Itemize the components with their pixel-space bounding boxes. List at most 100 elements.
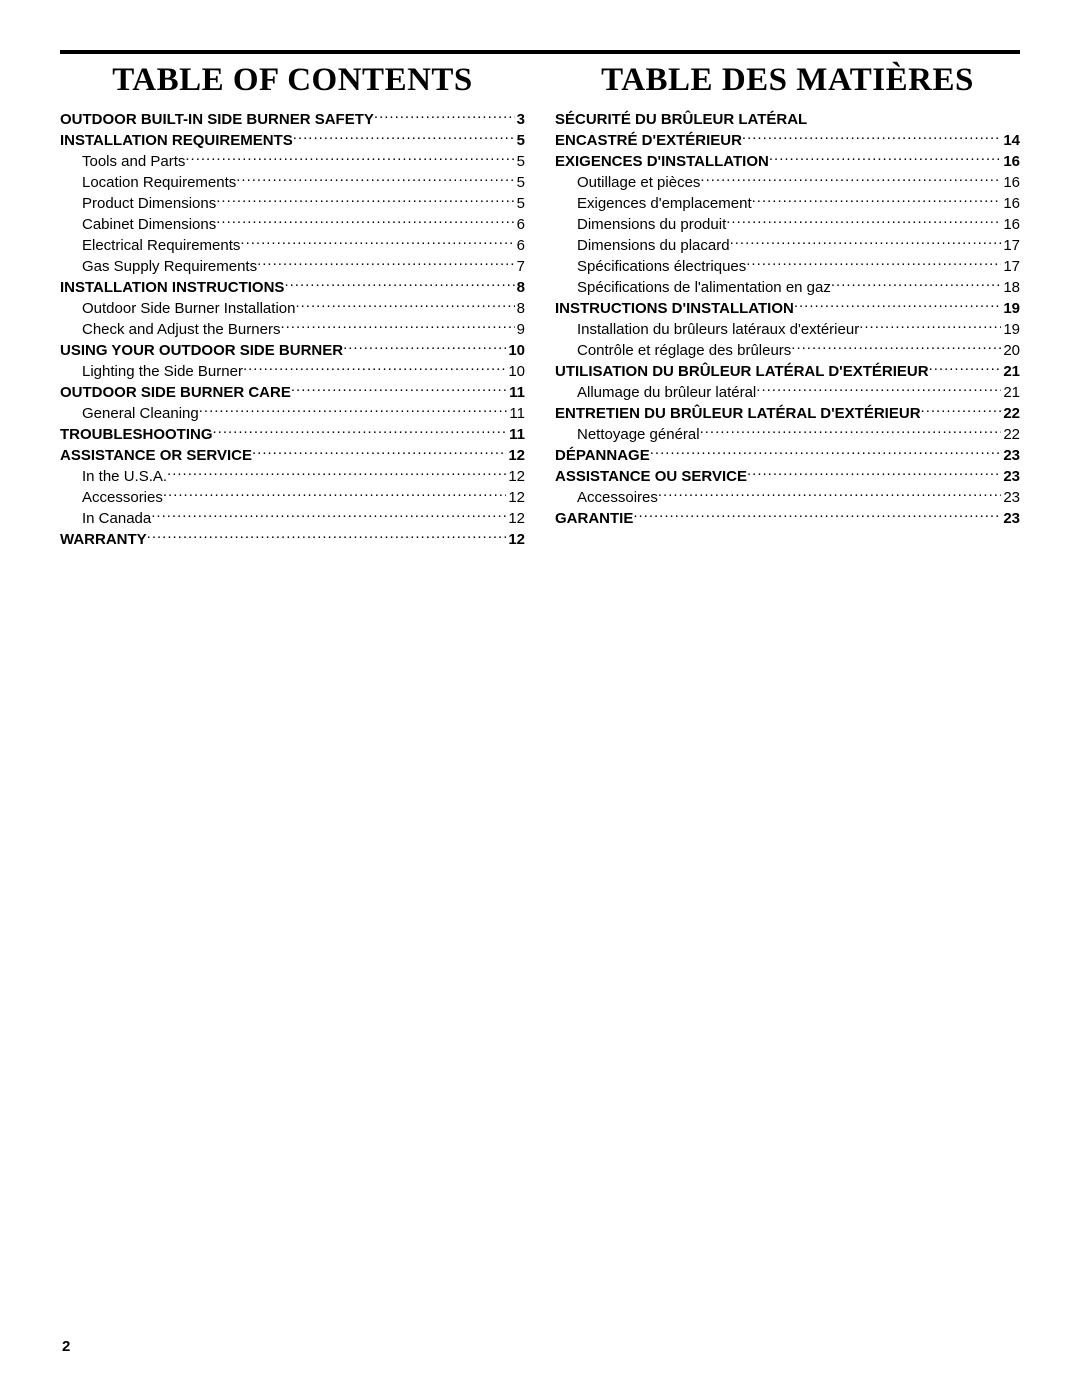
toc-entry-label: Dimensions du placard xyxy=(555,235,730,256)
top-horizontal-rule xyxy=(60,50,1020,54)
toc-leader-dots xyxy=(374,109,515,124)
toc-entry: UTILISATION DU BRÛLEUR LATÉRAL D'EXTÉRIE… xyxy=(555,361,1020,382)
toc-entry: In Canada 12 xyxy=(60,508,525,529)
toc-leader-dots xyxy=(185,151,514,166)
page-number: 2 xyxy=(62,1338,70,1355)
toc-entry-page: 12 xyxy=(506,445,525,466)
toc-entry-page: 12 xyxy=(506,487,525,508)
toc-entry-page: 12 xyxy=(506,466,525,487)
toc-entry-label: Cabinet Dimensions xyxy=(60,214,216,235)
toc-entry-label: Spécifications électriques xyxy=(555,256,746,277)
toc-entry: INSTALLATION INSTRUCTIONS8 xyxy=(60,277,525,298)
toc-entry-page: 11 xyxy=(507,382,525,403)
toc-entry-page: 3 xyxy=(515,109,525,130)
toc-entry-label: Outillage et pièces xyxy=(555,172,700,193)
toc-entry: Contrôle et réglage des brûleurs20 xyxy=(555,340,1020,361)
toc-entry-label: Outdoor Side Burner Installation xyxy=(60,298,295,319)
toc-leader-dots xyxy=(147,529,507,544)
toc-entry-page: 16 xyxy=(1001,172,1020,193)
toc-entry-label: OUTDOOR SIDE BURNER CARE xyxy=(60,382,291,403)
toc-entry-page: 22 xyxy=(1001,424,1020,445)
toc-entry: INSTRUCTIONS D'INSTALLATION19 xyxy=(555,298,1020,319)
toc-entry: OUTDOOR SIDE BURNER CARE 11 xyxy=(60,382,525,403)
toc-leader-dots xyxy=(280,319,514,334)
toc-entry-label: Exigences d'emplacement xyxy=(555,193,752,214)
toc-entry: Tools and Parts5 xyxy=(60,151,525,172)
toc-leader-dots xyxy=(756,382,1001,397)
toc-entry: OUTDOOR BUILT-IN SIDE BURNER SAFETY 3 xyxy=(60,109,525,130)
toc-entry: ENTRETIEN DU BRÛLEUR LATÉRAL D'EXTÉRIEUR… xyxy=(555,403,1020,424)
toc-leader-dots xyxy=(726,214,1001,229)
toc-entry: Nettoyage général 22 xyxy=(555,424,1020,445)
toc-entry-label: In the U.S.A. xyxy=(60,466,167,487)
toc-entry: Lighting the Side Burner10 xyxy=(60,361,525,382)
toc-leader-dots xyxy=(291,382,507,397)
toc-entry-label: TROUBLESHOOTING xyxy=(60,424,213,445)
toc-entry-page: 22 xyxy=(1001,403,1020,424)
toc-entry-label: In Canada xyxy=(60,508,151,529)
toc-leader-dots xyxy=(794,298,1001,313)
toc-leader-dots xyxy=(284,277,514,292)
toc-entry: General Cleaning11 xyxy=(60,403,525,424)
toc-entry-label: Gas Supply Requirements xyxy=(60,256,257,277)
toc-entry-page: 21 xyxy=(1001,382,1020,403)
toc-entry-page: 23 xyxy=(1001,487,1020,508)
column-title: TABLE OF CONTENTS xyxy=(60,62,525,99)
toc-entry-page: 23 xyxy=(1001,508,1020,529)
toc-leader-dots xyxy=(700,172,1001,187)
toc-leader-dots xyxy=(746,256,1001,271)
toc-entry-page: 20 xyxy=(1001,340,1020,361)
toc-entry-page: 6 xyxy=(515,214,525,235)
toc-leader-dots xyxy=(163,487,506,502)
toc-entry-label: Installation du brûleurs latéraux d'exté… xyxy=(555,319,859,340)
toc-entry-page: 16 xyxy=(1001,214,1020,235)
toc-entry-label: Nettoyage général xyxy=(555,424,700,445)
toc-leader-dots xyxy=(658,487,1001,502)
toc-entry: Accessoires 23 xyxy=(555,487,1020,508)
toc-entry-page: 6 xyxy=(515,235,525,256)
toc-entry: DÉPANNAGE23 xyxy=(555,445,1020,466)
toc-leader-dots xyxy=(199,403,508,418)
toc-entry-label: Dimensions du produit xyxy=(555,214,726,235)
toc-entry-page: 18 xyxy=(1001,277,1020,298)
document-page: TABLE OF CONTENTS OUTDOOR BUILT-IN SIDE … xyxy=(0,0,1080,600)
toc-entry-label: WARRANTY xyxy=(60,529,147,550)
toc-entry-page: 23 xyxy=(1001,445,1020,466)
toc-leader-dots xyxy=(929,361,1002,376)
toc-entry: Exigences d'emplacement16 xyxy=(555,193,1020,214)
toc-column-left: TABLE OF CONTENTS OUTDOOR BUILT-IN SIDE … xyxy=(60,62,525,550)
toc-entry-page: 23 xyxy=(1001,466,1020,487)
toc-entry: Installation du brûleurs latéraux d'exté… xyxy=(555,319,1020,340)
toc-columns: TABLE OF CONTENTS OUTDOOR BUILT-IN SIDE … xyxy=(60,62,1020,550)
toc-entry: Allumage du brûleur latéral 21 xyxy=(555,382,1020,403)
toc-leader-dots xyxy=(257,256,515,271)
toc-leader-dots xyxy=(240,235,514,250)
toc-entry-label: ASSISTANCE OR SERVICE xyxy=(60,445,252,466)
toc-leader-dots xyxy=(747,466,1001,481)
toc-leader-dots xyxy=(216,214,514,229)
toc-entry-label: OUTDOOR BUILT-IN SIDE BURNER SAFETY xyxy=(60,109,374,130)
toc-entry-page: 5 xyxy=(515,130,525,151)
toc-entry-page: 10 xyxy=(506,361,525,382)
toc-entry: GARANTIE23 xyxy=(555,508,1020,529)
toc-entry: Gas Supply Requirements7 xyxy=(60,256,525,277)
toc-entry: INSTALLATION REQUIREMENTS5 xyxy=(60,130,525,151)
toc-entry-page: 12 xyxy=(506,508,525,529)
toc-leader-dots xyxy=(236,172,514,187)
toc-entry-page: 14 xyxy=(1001,130,1020,151)
toc-entry-page: 8 xyxy=(515,298,525,319)
toc-leader-dots xyxy=(769,151,1001,166)
toc-leader-dots xyxy=(859,319,1001,334)
toc-entry-label: Allumage du brûleur latéral xyxy=(555,382,756,403)
toc-entry: Product Dimensions5 xyxy=(60,193,525,214)
toc-entry-page: 17 xyxy=(1001,256,1020,277)
toc-entry-label: General Cleaning xyxy=(60,403,199,424)
toc-leader-dots xyxy=(791,340,1001,355)
toc-leader-dots xyxy=(293,130,515,145)
toc-entry-page: 11 xyxy=(507,424,525,445)
toc-entries: SÉCURITÉ DU BRÛLEUR LATÉRALENCASTRÉ D'EX… xyxy=(555,109,1020,529)
toc-leader-dots xyxy=(243,361,506,376)
toc-entry-label: Tools and Parts xyxy=(60,151,185,172)
toc-entry-label: SÉCURITÉ DU BRÛLEUR LATÉRAL xyxy=(555,109,807,130)
toc-entry-label: Accessoires xyxy=(555,487,658,508)
